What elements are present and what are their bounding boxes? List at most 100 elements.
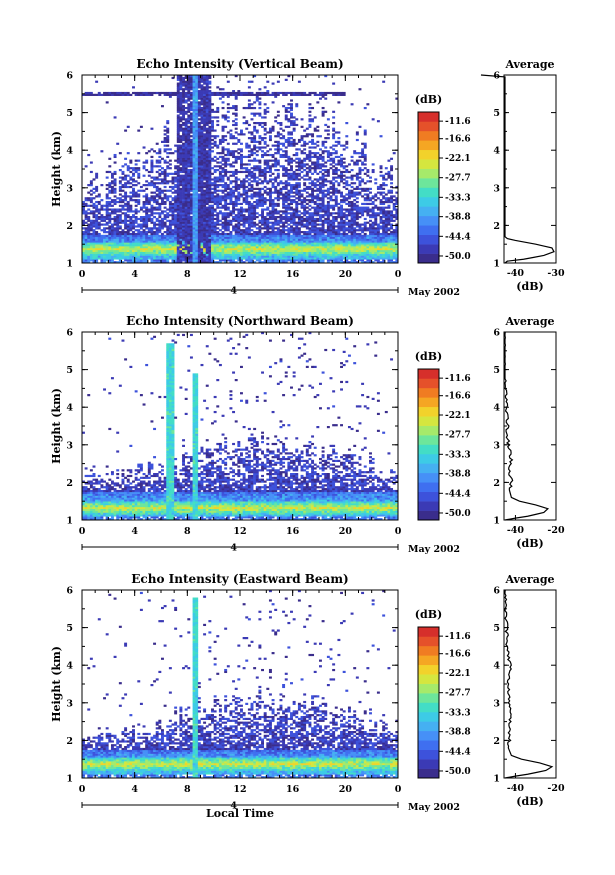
colorbar-swatch	[418, 636, 439, 647]
colorbar-tick-label: -38.8	[445, 470, 471, 480]
x-tick-label: 8	[184, 526, 191, 537]
y-axis-label: Height (km)	[50, 131, 63, 207]
profile-frame	[503, 331, 557, 521]
heatmap-cells	[82, 332, 399, 521]
profile-x-tick-label: -40	[507, 783, 525, 794]
profile-line	[504, 331, 550, 521]
profile-x-label: (dB)	[516, 280, 543, 293]
colorbar-swatch	[418, 501, 439, 511]
colorbar-tick-label: -33.3	[445, 708, 471, 718]
y-tick-label: 5	[66, 365, 73, 376]
x-tick-label: 16	[286, 526, 300, 537]
profile-x-label: (dB)	[516, 795, 543, 808]
colorbar-swatch	[418, 683, 439, 694]
x-tick-label: 12	[233, 269, 246, 280]
average-profile: Average 1 2 3 4 5 6 -40 -20 (dB)	[493, 315, 565, 550]
colorbar-swatch	[418, 130, 439, 141]
colorbar-tick-label: -22.1	[445, 411, 471, 421]
profile-y-tick-label: 2	[493, 736, 500, 747]
colorbar-swatch	[418, 645, 439, 656]
colorbar-tick-label: -38.8	[445, 728, 471, 738]
profile-y-tick-label: 6	[493, 328, 500, 339]
colorbar-swatch	[418, 168, 439, 179]
y-tick-label: 2	[66, 736, 73, 747]
y-tick-label: 3	[66, 698, 73, 709]
colorbar-swatch	[418, 730, 439, 741]
colorbar-swatch	[418, 510, 439, 521]
y-tick-label: 1	[66, 259, 73, 270]
x-tick-label: 0	[395, 784, 402, 795]
x-axis-label: Local Time	[206, 807, 274, 820]
colorbar-swatch	[418, 369, 439, 379]
profile-frame	[503, 74, 557, 264]
x-tick-label: 0	[395, 526, 402, 537]
colorbar-frame	[417, 111, 440, 264]
profile-title: Average	[504, 315, 554, 328]
y-tick-label: 5	[66, 108, 73, 119]
colorbar-swatch	[418, 674, 439, 684]
colorbar-swatch	[418, 425, 439, 436]
y-tick-label: 6	[66, 71, 73, 82]
profile-line	[480, 74, 555, 264]
colorbar-swatch	[418, 112, 439, 122]
colorbar-tick-label: -16.6	[445, 135, 471, 145]
date-month-label: May 2002	[408, 802, 460, 813]
profile-x-tick-label: -20	[547, 525, 565, 536]
x-tick-label: 12	[233, 526, 246, 537]
colorbar-swatch	[418, 711, 439, 722]
y-tick-label: 6	[66, 328, 73, 339]
y-tick-label: 5	[66, 623, 73, 634]
colorbar-tick-label: -11.6	[445, 117, 471, 127]
profile-y-tick-label: 4	[493, 146, 500, 157]
profile-y-tick-label: 5	[493, 108, 500, 119]
colorbar-swatch	[418, 149, 439, 160]
profile-y-tick-label: 3	[493, 440, 500, 451]
heatmap-cells	[82, 75, 399, 264]
x-tick-label: 8	[184, 784, 191, 795]
colorbar-swatch	[418, 453, 439, 464]
colorbar-swatch	[418, 721, 439, 732]
x-tick-label: 20	[339, 526, 353, 537]
date-day-label: 4	[230, 543, 237, 554]
colorbar-swatch	[418, 693, 439, 703]
colorbar-swatch	[418, 140, 439, 151]
x-tick-label: 20	[339, 784, 353, 795]
profile-y-tick-label: 1	[493, 259, 500, 270]
colorbar-swatch	[418, 225, 439, 235]
colorbar-tick-label: -27.7	[445, 431, 471, 441]
colorbar-swatch	[418, 406, 439, 417]
colorbar-swatch	[418, 444, 439, 455]
colorbar-swatch	[418, 178, 439, 188]
chart-title: Echo Intensity (Vertical Beam)	[136, 57, 343, 71]
colorbar-swatch	[418, 472, 439, 483]
colorbar-tick-label: -44.4	[445, 489, 471, 499]
profile-x-tick-label: -20	[547, 783, 565, 794]
x-tick-label: 4	[131, 526, 138, 537]
colorbar-tick-label: -50.0	[445, 252, 471, 262]
colorbar-swatch	[418, 187, 439, 198]
chart-panel-1: Echo Intensity (Vertical Beam)123456Heig…	[50, 57, 565, 298]
date-day-label: 4	[230, 801, 237, 812]
colorbar-swatch	[418, 463, 439, 474]
profile-title: Average	[504, 573, 554, 586]
colorbar-swatch	[418, 244, 439, 254]
y-axis-label: Height (km)	[50, 388, 63, 464]
average-profile: Average 1 2 3 4 5 6 -40 -20 (dB)	[493, 573, 565, 808]
colorbar-frame	[417, 368, 440, 521]
date-month-label: May 2002	[408, 544, 460, 555]
colorbar-swatch	[418, 768, 439, 779]
chart-panel-3: Echo Intensity (Eastward Beam)123456Heig…	[50, 572, 565, 820]
profile-y-tick-label: 5	[493, 623, 500, 634]
profile-x-tick-label: -30	[547, 268, 565, 279]
y-tick-label: 4	[66, 146, 73, 157]
x-tick-label: 0	[395, 269, 402, 280]
chart-title: Echo Intensity (Northward Beam)	[126, 314, 354, 328]
profile-x-tick-label: -40	[507, 525, 525, 536]
colorbar-swatch	[418, 159, 439, 169]
colorbar-tick-label: -38.8	[445, 213, 471, 223]
colorbar-tick-label: -22.1	[445, 669, 471, 679]
profile-y-tick-label: 3	[493, 698, 500, 709]
x-tick-label: 20	[339, 269, 353, 280]
colorbar-unit: (dB)	[415, 350, 442, 363]
